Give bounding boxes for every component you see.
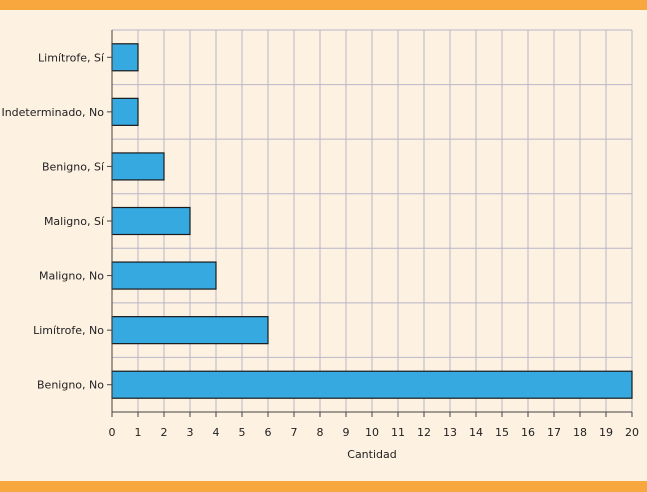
x-tick-label: 13 bbox=[443, 426, 457, 439]
bar bbox=[111, 152, 165, 181]
x-tick-label: 6 bbox=[265, 426, 272, 439]
x-tick-label: 15 bbox=[495, 426, 509, 439]
y-tick-label: Maligno, No bbox=[39, 270, 104, 283]
bar bbox=[111, 97, 139, 126]
y-tick-label: Indeterminado, No bbox=[1, 106, 104, 119]
bar bbox=[111, 43, 139, 72]
bar bbox=[111, 370, 633, 399]
x-tick-label: 19 bbox=[599, 426, 613, 439]
x-tick-label: 20 bbox=[625, 426, 639, 439]
x-tick-label: 3 bbox=[187, 426, 194, 439]
y-tick-label: Maligno, Sí bbox=[44, 215, 105, 228]
x-tick-label: 12 bbox=[417, 426, 431, 439]
bars-layer bbox=[111, 43, 633, 399]
x-tick-label: 16 bbox=[521, 426, 535, 439]
x-axis-label: Cantidad bbox=[347, 448, 396, 461]
x-tick-label: 9 bbox=[343, 426, 350, 439]
bar bbox=[111, 316, 269, 345]
bar bbox=[111, 206, 191, 236]
x-tick-label: 1 bbox=[135, 426, 142, 439]
y-tick-label: Limítrofe, No bbox=[33, 324, 104, 337]
bottom-accent-band bbox=[0, 481, 647, 492]
x-tick-label: 14 bbox=[469, 426, 483, 439]
labels-layer: Limítrofe, Sí Indeterminado, No Benigno, S… bbox=[1, 51, 639, 439]
x-tick-label: 8 bbox=[317, 426, 324, 439]
x-tick-label: 4 bbox=[213, 426, 220, 439]
x-tick-label: 2 bbox=[161, 426, 168, 439]
bar bbox=[111, 261, 217, 290]
x-tick-label: 5 bbox=[239, 426, 246, 439]
y-tick-label: Limítrofe, Sí bbox=[38, 51, 105, 64]
axes-layer bbox=[107, 30, 633, 417]
top-accent-band bbox=[0, 0, 647, 10]
y-tick-label: Benigno, No bbox=[37, 379, 104, 392]
x-tick-label: 10 bbox=[365, 426, 379, 439]
x-tick-label: 18 bbox=[573, 426, 587, 439]
x-tick-label: 7 bbox=[291, 426, 298, 439]
x-tick-label: 11 bbox=[391, 426, 405, 439]
x-tick-label: 17 bbox=[547, 426, 561, 439]
y-tick-label: Benigno, Sí bbox=[42, 160, 105, 173]
x-tick-label: 0 bbox=[109, 426, 116, 439]
